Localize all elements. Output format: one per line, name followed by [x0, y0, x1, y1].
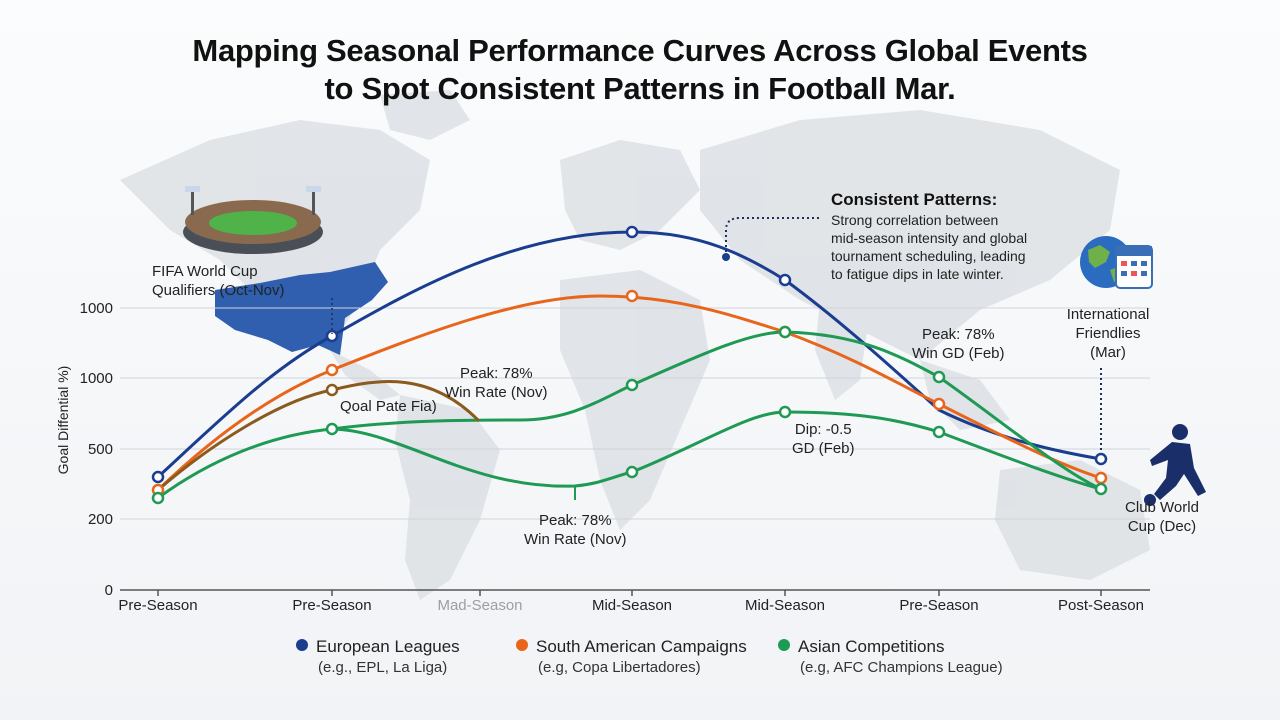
x-tick-label: Pre-Season	[899, 597, 978, 614]
data-point	[151, 470, 165, 484]
dip-feb-line2: GD (Feb)	[792, 440, 855, 457]
consistent-leader-line	[725, 217, 820, 257]
consistent-patterns-box: Consistent Patterns: Strong correlation …	[831, 189, 1027, 283]
friendlies-line3: (Mar)	[1090, 344, 1126, 361]
legend-item-european: European Leagues (e.g., EPL, La Liga)	[296, 636, 460, 678]
y-tick-labels: 0 200 500 1000 1000	[80, 300, 113, 599]
stadium-icon	[183, 186, 323, 254]
data-point	[625, 289, 639, 303]
x-tick-label: Mad-Season	[437, 597, 522, 614]
globe-calendar-icon	[1080, 236, 1153, 289]
x-tick-label: Post-Season	[1058, 597, 1144, 614]
goal-rate-annotation: Qoal Pate Fia)	[340, 398, 437, 415]
data-point	[1094, 452, 1108, 466]
legend-dot-european	[296, 639, 308, 651]
axes	[120, 307, 1150, 596]
legend-label-south-american: South American Campaigns	[536, 637, 747, 656]
data-point	[325, 422, 339, 436]
map-australia	[995, 460, 1150, 580]
data-point	[778, 405, 792, 419]
peak-nov-bottom-annotation: Peak: 78% Win Rate (Nov)	[524, 511, 627, 549]
data-point	[625, 465, 639, 479]
map-greenland	[380, 90, 470, 140]
legend-item-asian: Asian Competitions (e.g, AFC Champions L…	[778, 636, 1003, 678]
data-point	[778, 273, 792, 287]
map-south-america	[395, 395, 500, 600]
club-world-cup-line2: Cup (Dec)	[1127, 518, 1197, 535]
legend-item-south-american: South American Campaigns (e.g, Copa Libe…	[516, 636, 747, 678]
data-point	[932, 370, 946, 384]
chart-title-line-1: Mapping Seasonal Performance Curves Acro…	[192, 33, 1088, 68]
peak-nov-top-annotation: Peak: 78% Win Rate (Nov)	[445, 364, 548, 402]
data-point	[1094, 471, 1108, 485]
y-tick-label: 1000	[80, 300, 113, 317]
data-point	[932, 425, 946, 439]
y-tick-label: 0	[105, 582, 113, 599]
consistent-body-line3: tournament scheduling, leading	[831, 248, 1026, 264]
map-europe	[560, 140, 700, 250]
club-world-cup-annotation: Club World Cup (Dec)	[1112, 498, 1212, 536]
x-tick-label: Pre-Season	[292, 597, 371, 614]
consistent-body-line1: Strong correlation between	[831, 212, 999, 228]
club-world-cup-line1: Club World	[1125, 499, 1199, 516]
consistent-leader-dot	[722, 253, 730, 261]
x-tick-label: Pre-Season	[118, 597, 197, 614]
peak-nov-bottom-line2: Win Rate (Nov)	[524, 531, 627, 548]
peak-feb-annotation: Peak: 78% Win GD (Feb)	[912, 325, 1005, 363]
peak-nov-bottom-line1: Peak: 78%	[538, 512, 612, 529]
consistent-body-line2: mid-season intensity and global	[831, 230, 1028, 246]
fifa-annotation: FIFA World Cup Qualifiers (Oct-Nov)	[152, 262, 285, 300]
dip-feb-annotation: Dip: -0.5 GD (Feb)	[792, 420, 855, 458]
friendlies-line2: Friendlies	[1075, 325, 1141, 342]
dip-feb-line1: Dip: -0.5	[794, 421, 852, 438]
series-markers	[151, 225, 1108, 505]
consistent-body-line4: to fatigue dips in late winter.	[831, 266, 1004, 282]
south-american-curve	[156, 294, 1103, 492]
legend-sub-south-american: (e.g, Copa Libertadores)	[538, 659, 701, 676]
data-point	[325, 329, 339, 343]
friendlies-line1: International	[1066, 306, 1150, 323]
legend-dot-south-american	[516, 639, 528, 651]
peak-nov-top-line1: Peak: 78%	[459, 365, 533, 382]
data-point	[1094, 482, 1108, 496]
friendlies-annotation: International Friendlies (Mar)	[1058, 305, 1158, 362]
chart-title-line-2: to Spot Consistent Patterns in Football …	[324, 71, 956, 106]
data-point	[625, 378, 639, 392]
data-point	[625, 225, 639, 239]
map-asia	[700, 110, 1120, 360]
football-player-icon	[1144, 424, 1206, 506]
map-india	[815, 300, 870, 400]
peak-nov-top-line2: Win Rate (Nov)	[445, 384, 548, 401]
consistent-patterns-title: Consistent Patterns:	[831, 190, 998, 209]
x-tick-label: Mid-Season	[592, 597, 672, 614]
european-curve	[156, 230, 1103, 479]
data-point	[932, 397, 946, 411]
y-tick-label: 500	[88, 441, 113, 458]
legend-sub-asian: (e.g, AFC Champions League)	[800, 659, 1003, 676]
data-point	[325, 383, 339, 397]
fifa-annotation-line2: Qualifiers (Oct-Nov)	[152, 282, 285, 299]
fifa-annotation-line1: FIFA World Cup	[152, 263, 258, 280]
data-point	[778, 325, 792, 339]
legend-label-asian: Asian Competitions	[798, 637, 945, 656]
asian-dip-curve	[330, 410, 1103, 491]
data-point	[151, 491, 165, 505]
data-point	[325, 363, 339, 377]
legend-label-european: European Leagues	[316, 637, 460, 656]
map-africa	[560, 270, 710, 530]
y-axis-label: Goal Diffential %)	[55, 366, 71, 475]
peak-feb-line1: Peak: 78%	[921, 326, 995, 343]
x-tick-label: Mid-Season	[745, 597, 825, 614]
peak-feb-line2: Win GD (Feb)	[912, 345, 1005, 362]
legend-sub-european: (e.g., EPL, La Liga)	[318, 659, 448, 676]
y-tick-label: 200	[88, 511, 113, 528]
x-tick-labels: Pre-Season Pre-Season Mad-Season Mid-Season…	[118, 597, 1144, 614]
legend-dot-asian	[778, 639, 790, 651]
y-tick-label: 1000	[80, 370, 113, 387]
